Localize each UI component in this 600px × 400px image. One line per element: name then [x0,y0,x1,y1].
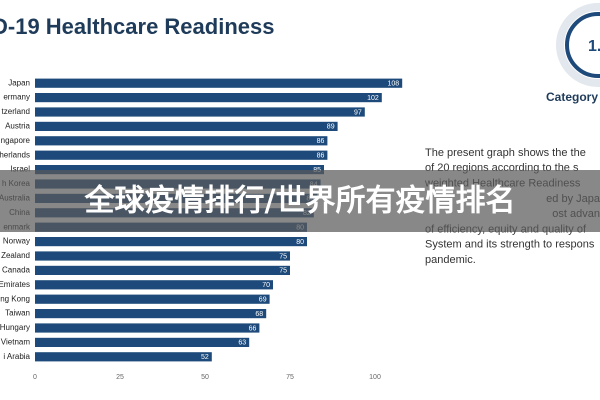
badge-number: 1. [588,38,600,55]
y-tick-label: Japan [8,78,30,87]
badge-ring [556,3,600,87]
y-tick-label: Vietnam [1,338,31,347]
bar [35,107,365,117]
bar [35,237,307,247]
bar [35,121,338,131]
x-tick-label: 50 [201,374,209,381]
y-tick-label: Norway [3,237,30,246]
paragraph-line: System and its strength to respons [425,239,595,251]
value-label: 68 [255,311,263,318]
paragraph-line: The present graph shows the the [425,147,586,159]
bar [35,294,270,304]
value-label: 102 [367,95,379,102]
y-tick-label: tzerland [2,107,30,116]
bar [35,165,324,175]
bar [35,136,328,146]
bar [35,352,212,362]
bar [35,309,267,319]
plot: 0 25 50 75 100 Japan 108 ermany 102 tzerland 97 Aus… [0,78,403,381]
value-label: 70 [262,282,270,289]
x-tick-label: 25 [116,374,124,381]
y-tick-label: Austria [5,122,30,131]
value-label: 86 [317,153,325,160]
bar [35,323,260,333]
y-tick-label: herlands [0,150,30,159]
bar [35,280,273,290]
value-label: 80 [296,239,304,246]
y-tick-label: Hungary [0,323,30,332]
value-label: 63 [238,340,246,347]
value-label: 86 [317,138,325,145]
value-label: 69 [259,297,267,304]
y-tick-label: Taiwan [5,309,30,318]
banner-band [0,170,600,232]
x-tick-label: 0 [33,374,37,381]
bar [35,251,290,261]
value-label: 66 [249,325,257,332]
banner-text: 全球疫情排行/世界所有疫情排名 [84,184,516,219]
side-heading: Category [546,90,598,104]
bar [35,150,328,160]
y-tick-label: Zealand [1,251,30,260]
badge-circle [565,12,600,78]
bar [35,93,382,103]
value-label: 89 [327,124,335,131]
value-label: 108 [388,81,400,88]
y-tick-label: Canada [2,266,31,275]
value-label: 75 [279,253,287,260]
value-label: 75 [279,268,287,275]
bar [35,337,250,347]
y-tick-label: Emirates [0,280,30,289]
paragraph-line: pandemic. [425,254,476,266]
chart-title: D-19 Healthcare Readiness [0,14,274,39]
y-tick-label: Israel [10,165,30,174]
y-tick-label: i Arabia [3,352,30,361]
value-label: 52 [201,354,209,361]
x-tick-label: 100 [369,374,381,381]
bar [35,265,290,275]
x-tick-label: 75 [286,374,294,381]
y-tick-label: ngapore [1,136,31,145]
bar [35,78,403,88]
value-label: 97 [354,109,362,116]
y-tick-label: ng Kong [0,294,30,303]
y-tick-label: ermany [3,93,30,102]
